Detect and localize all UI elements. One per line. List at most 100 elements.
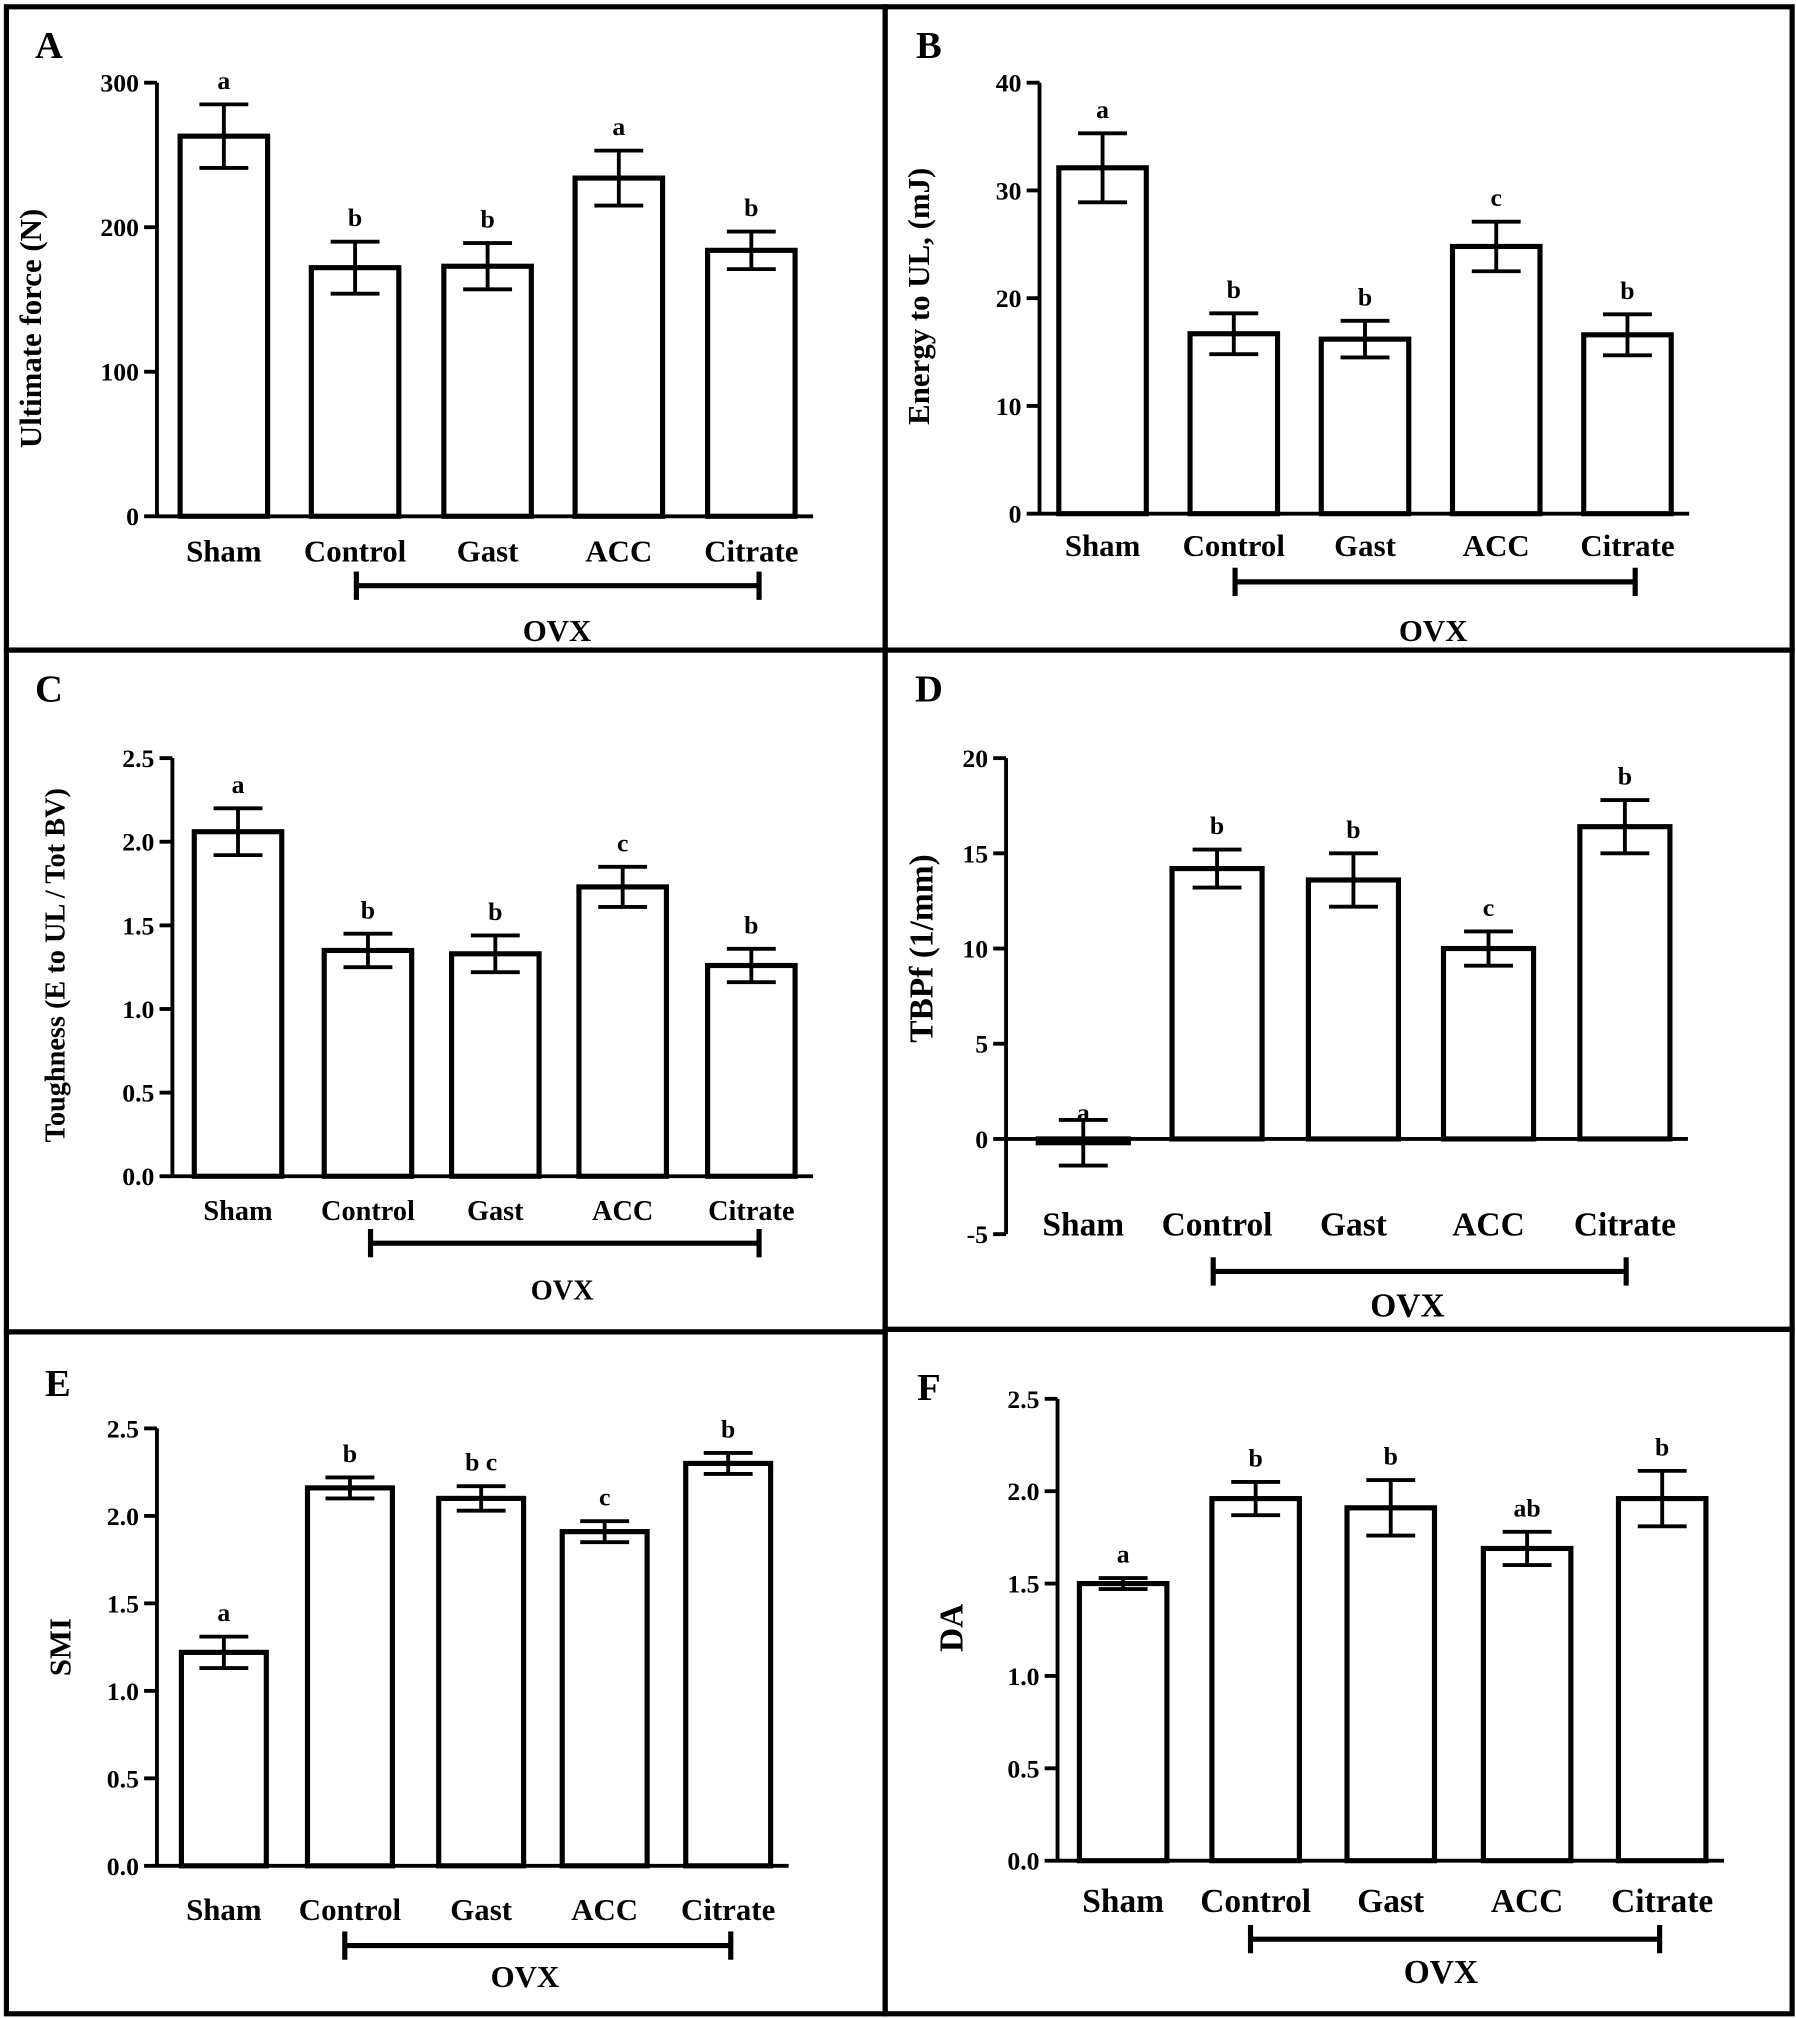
- x-tick-label: Sham: [1082, 1883, 1164, 1920]
- x-tick-label: Control: [304, 533, 407, 568]
- bar: [441, 263, 534, 519]
- bar: [304, 1485, 395, 1869]
- x-tick-label: Control: [321, 1196, 415, 1227]
- y-tick-label: 200: [100, 213, 139, 242]
- bar: [1076, 1580, 1170, 1864]
- y-tick-label: 0.5: [107, 1764, 139, 1793]
- bar: [177, 133, 271, 519]
- significance-letter: a: [1077, 1098, 1090, 1127]
- y-tick-label: 2.0: [107, 1502, 139, 1531]
- y-axis-label: SMI: [43, 1618, 78, 1676]
- panel-e: E 0.0 0.5 1.0 1.5 2.0 2.5 SMI a Sham b Control b c Ga…: [3, 1329, 888, 2017]
- y-tick-label: 1.5: [122, 911, 154, 940]
- x-tick-label: Citrate: [1580, 528, 1674, 563]
- significance-letter: a: [217, 66, 230, 95]
- bar: [1187, 331, 1281, 517]
- y-axis-label: Energy to UL, (mJ): [901, 168, 936, 425]
- y-tick-label: 15: [962, 839, 988, 868]
- x-tick-label: Control: [1183, 528, 1286, 563]
- significance-letter: a: [612, 112, 625, 141]
- y-tick-label: 0: [1009, 500, 1022, 529]
- bar: [1440, 945, 1537, 1142]
- x-tick-label: ACC: [1452, 1206, 1524, 1243]
- y-tick-label: 30: [996, 176, 1022, 205]
- significance-letter: a: [1096, 95, 1109, 124]
- x-tick-label: Gast: [1320, 1206, 1387, 1243]
- x-tick-label: ACC: [592, 1196, 653, 1227]
- bar: [1581, 332, 1674, 517]
- x-tick-label: Citrate: [1574, 1206, 1676, 1243]
- significance-letter: b: [1620, 276, 1634, 305]
- ovx-label: OVX: [1370, 1287, 1444, 1324]
- y-tick-label: 0.5: [122, 1079, 154, 1108]
- panel-f: F 0.0 0.5 1.0 1.5 2.0 2.5 DA a Sham b Control b Gast a…: [882, 1326, 1795, 2017]
- significance-letter: c: [617, 828, 628, 857]
- significance-letter: b: [1346, 815, 1360, 844]
- bar: [1318, 336, 1412, 517]
- bar: [191, 829, 285, 1179]
- bar: [559, 1529, 650, 1869]
- y-tick-label: 300: [100, 69, 139, 98]
- x-tick-label: Control: [299, 1892, 402, 1927]
- panel-border: [882, 1326, 1795, 2017]
- x-tick-label: Gast: [450, 1892, 512, 1927]
- x-tick-label: Gast: [457, 533, 519, 568]
- y-tick-label: 2.5: [122, 744, 154, 773]
- ovx-label: OVX: [531, 1276, 594, 1307]
- significance-letter: b: [343, 1439, 357, 1468]
- bar: [576, 884, 669, 1179]
- y-tick-label: 0: [126, 502, 139, 531]
- y-tick-label: 20: [962, 744, 988, 773]
- y-tick-label: -5: [967, 1220, 988, 1249]
- significance-letter: c: [1483, 893, 1494, 922]
- y-tick-label: 2.5: [1007, 1385, 1039, 1414]
- ovx-label: OVX: [491, 1959, 560, 1994]
- bar: [1344, 1505, 1438, 1864]
- y-tick-label: 5: [975, 1030, 988, 1059]
- y-tick-label: 40: [996, 69, 1022, 98]
- y-tick-label: 1.5: [1007, 1570, 1039, 1599]
- ovx-label: OVX: [1404, 1954, 1478, 1991]
- y-axis-label: Ultimate force (N): [13, 209, 48, 448]
- y-tick-label: 10: [962, 935, 988, 964]
- x-tick-label: Gast: [1357, 1883, 1424, 1920]
- x-tick-label: Sham: [1065, 528, 1141, 563]
- panel-letter: D: [915, 669, 943, 711]
- x-tick-label: ACC: [571, 1892, 638, 1927]
- bar: [1305, 877, 1402, 1142]
- panel-b: B 0 10 20 30 40 Energy to UL, (mJ) a Sham b Contro…: [882, 4, 1795, 653]
- significance-letter: b: [488, 897, 502, 926]
- ovx-label: OVX: [1399, 613, 1468, 648]
- significance-letter: b: [1227, 275, 1241, 304]
- y-tick-label: 1.0: [107, 1677, 139, 1706]
- bar: [1577, 824, 1673, 1142]
- significance-letter: b: [1249, 1444, 1263, 1473]
- x-tick-label: Sham: [186, 1892, 262, 1927]
- y-tick-label: 0.0: [107, 1852, 139, 1881]
- ovx-label: OVX: [523, 613, 592, 648]
- bar: [705, 247, 798, 519]
- y-axis-label: TBPf (1/mm): [904, 854, 941, 1043]
- panel-letter: E: [45, 1363, 71, 1405]
- x-tick-label: Control: [1200, 1883, 1311, 1920]
- bar: [705, 962, 798, 1179]
- x-tick-label: Sham: [203, 1196, 273, 1227]
- significance-letter: b c: [465, 1448, 497, 1477]
- bar: [1169, 865, 1265, 1142]
- bar: [1480, 1545, 1574, 1864]
- bar: [572, 175, 666, 519]
- x-tick-label: Control: [1162, 1206, 1273, 1243]
- x-tick-label: Gast: [1334, 528, 1396, 563]
- y-tick-label: 1.0: [1007, 1662, 1039, 1691]
- significance-letter: b: [1655, 1432, 1669, 1461]
- y-tick-label: 2.0: [1007, 1477, 1039, 1506]
- significance-letter: b: [744, 193, 758, 222]
- panel-c: C 0.0 0.5 1.0 1.5 2.0 2.5 Toughness (E to UL / …: [3, 647, 888, 1335]
- y-tick-label: 1.5: [107, 1589, 139, 1618]
- x-tick-label: ACC: [1491, 1883, 1563, 1920]
- x-tick-label: ACC: [1463, 528, 1530, 563]
- x-tick-label: ACC: [585, 533, 652, 568]
- significance-letter: c: [1491, 183, 1502, 212]
- x-tick-label: Gast: [467, 1196, 524, 1227]
